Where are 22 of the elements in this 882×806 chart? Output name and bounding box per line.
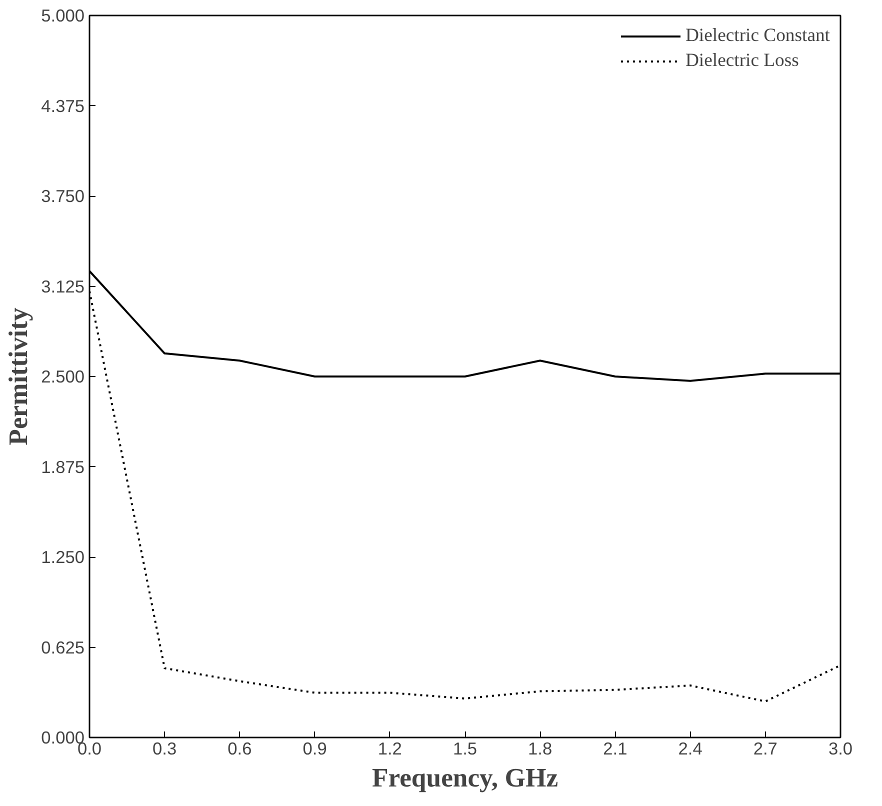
x-axis-title: Frequency, GHz [372, 762, 558, 792]
x-tick-label: 0.3 [152, 738, 177, 758]
x-tick-label: 2.7 [753, 738, 778, 758]
x-tick-label: 0.6 [228, 738, 252, 758]
legend-label: Dielectric Loss [685, 50, 799, 72]
x-tick-label: 2.4 [678, 738, 703, 758]
y-tick-label: 3.750 [41, 186, 85, 206]
y-tick-label: 2.500 [41, 366, 85, 386]
x-tick-label: 1.8 [528, 738, 552, 758]
x-tick-label: 1.5 [452, 738, 478, 758]
y-tick-label: 5.000 [41, 6, 85, 26]
y-tick-label: 0.625 [41, 637, 85, 658]
y-tick-label: 1.250 [41, 547, 85, 567]
x-tick-label: 1.2 [378, 738, 402, 758]
legend-label: Dielectric Constant [685, 25, 830, 47]
x-tick-label: 0.9 [302, 738, 327, 758]
y-tick-label: 4.375 [41, 96, 85, 116]
y-tick-label: 1.875 [41, 456, 85, 477]
x-tick-label: 3.0 [828, 738, 853, 758]
y-tick-label: 3.125 [41, 276, 85, 296]
x-tick-label: 2.1 [603, 738, 628, 758]
y-axis-title: Permittivity [3, 307, 34, 446]
